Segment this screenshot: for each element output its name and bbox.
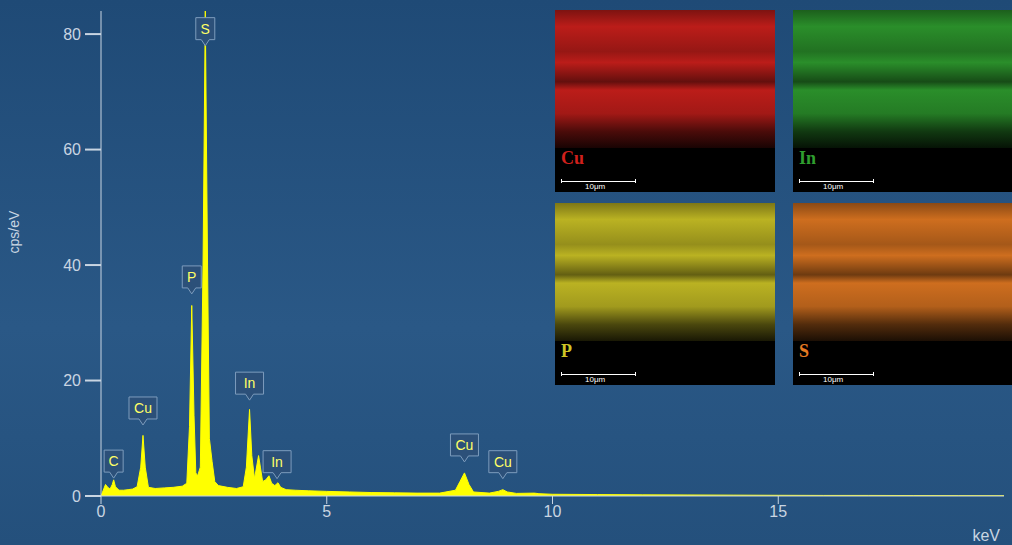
svg-text:5: 5 <box>322 503 331 520</box>
svg-text:60: 60 <box>63 141 81 158</box>
svg-text:15: 15 <box>769 503 787 520</box>
svg-text:Cu: Cu <box>494 454 512 470</box>
html-text:10μm: 10μm <box>585 182 606 191</box>
html-text:10μm: 10μm <box>823 375 844 384</box>
svg-text:40: 40 <box>63 257 81 274</box>
svg-text:P: P <box>187 269 196 285</box>
svg-text:0: 0 <box>97 503 106 520</box>
svg-text:In: In <box>244 375 256 391</box>
svg-text:Cu: Cu <box>456 437 474 453</box>
svg-text:10: 10 <box>544 503 562 520</box>
html-text:10μm: 10μm <box>823 182 844 191</box>
svg-text:cps/eV: cps/eV <box>6 210 22 253</box>
svg-text:In: In <box>271 454 283 470</box>
svg-text:keV: keV <box>972 527 1000 544</box>
svg-text:20: 20 <box>63 372 81 389</box>
html-text:P: P <box>561 341 572 361</box>
svg-text:C: C <box>109 453 119 469</box>
html-text:In: In <box>799 148 816 168</box>
html-text:S: S <box>799 341 809 361</box>
html-text:10μm: 10μm <box>585 375 606 384</box>
svg-text:0: 0 <box>72 488 81 505</box>
svg-text:S: S <box>201 21 210 37</box>
svg-text:Cu: Cu <box>134 400 152 416</box>
svg-text:80: 80 <box>63 26 81 43</box>
html-text:Cu: Cu <box>561 148 584 168</box>
